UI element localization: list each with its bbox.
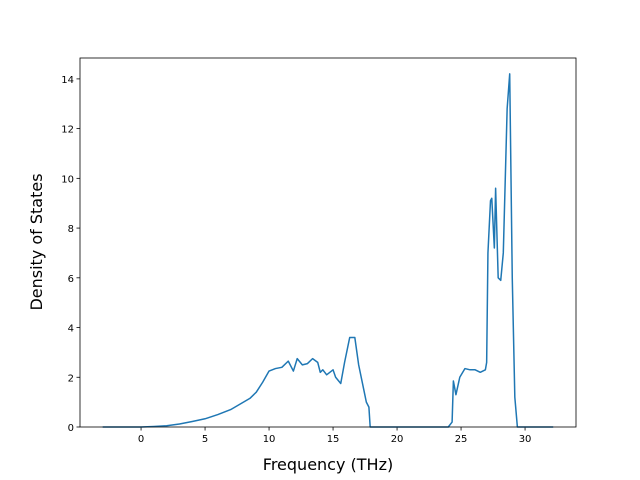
x-tick-label: 15 xyxy=(327,434,340,445)
plot-frame xyxy=(79,57,577,428)
y-axis-label: Density of States xyxy=(27,173,46,310)
x-tick-label: 0 xyxy=(138,434,144,445)
x-tick-label: 10 xyxy=(263,434,276,445)
y-tick-label: 6 xyxy=(68,274,74,285)
y-tick-label: 10 xyxy=(61,174,74,185)
y-tick-label: 0 xyxy=(68,423,74,434)
y-tick-label: 8 xyxy=(68,224,74,235)
x-tick-label: 30 xyxy=(519,434,532,445)
x-axis-label: Frequency (THz) xyxy=(263,455,393,474)
data-line xyxy=(102,73,554,428)
y-tick-label: 4 xyxy=(68,324,74,335)
x-tick-label: 25 xyxy=(455,434,468,445)
x-tick-label: 5 xyxy=(202,434,208,445)
y-tick-label: 12 xyxy=(61,125,74,136)
y-tick-label: 2 xyxy=(68,373,74,384)
y-tick-label: 14 xyxy=(61,75,74,86)
x-tick-label: 20 xyxy=(391,434,404,445)
